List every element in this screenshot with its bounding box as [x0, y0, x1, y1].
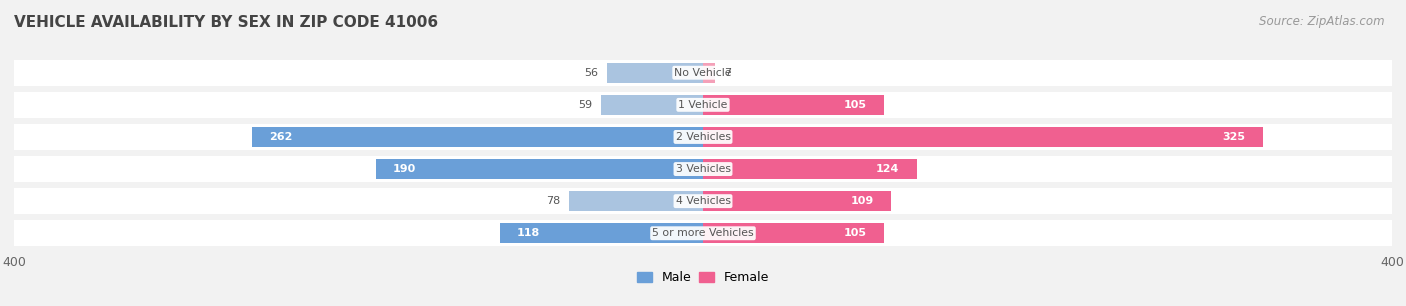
Text: 7: 7: [724, 68, 731, 78]
Bar: [14, 60, 1392, 86]
Text: 124: 124: [876, 164, 900, 174]
Bar: [14, 220, 1392, 246]
Text: 56: 56: [583, 68, 598, 78]
Text: 4 Vehicles: 4 Vehicles: [675, 196, 731, 206]
Bar: [14, 92, 1392, 118]
Text: Source: ZipAtlas.com: Source: ZipAtlas.com: [1260, 15, 1385, 28]
Text: 78: 78: [546, 196, 560, 206]
Text: 1 Vehicle: 1 Vehicle: [678, 100, 728, 110]
Bar: [568, 191, 703, 211]
Bar: [606, 63, 703, 83]
Bar: [703, 127, 1263, 147]
Bar: [703, 159, 917, 179]
Text: VEHICLE AVAILABILITY BY SEX IN ZIP CODE 41006: VEHICLE AVAILABILITY BY SEX IN ZIP CODE …: [14, 15, 439, 30]
Text: 325: 325: [1223, 132, 1246, 142]
Bar: [703, 95, 884, 115]
Bar: [602, 95, 703, 115]
Text: 105: 105: [844, 228, 866, 238]
Bar: [14, 188, 1392, 214]
Bar: [703, 191, 891, 211]
Bar: [703, 223, 884, 243]
Text: 190: 190: [392, 164, 416, 174]
Bar: [499, 223, 703, 243]
Text: 262: 262: [269, 132, 292, 142]
Text: No Vehicle: No Vehicle: [675, 68, 731, 78]
Bar: [252, 127, 703, 147]
Bar: [375, 159, 703, 179]
Bar: [703, 63, 716, 83]
Bar: [14, 156, 1392, 182]
Text: 2 Vehicles: 2 Vehicles: [675, 132, 731, 142]
Text: 5 or more Vehicles: 5 or more Vehicles: [652, 228, 754, 238]
Text: 105: 105: [844, 100, 866, 110]
Bar: [14, 124, 1392, 150]
Text: 59: 59: [579, 100, 593, 110]
Text: 118: 118: [517, 228, 540, 238]
Legend: Male, Female: Male, Female: [633, 267, 773, 288]
Text: 109: 109: [851, 196, 873, 206]
Text: 3 Vehicles: 3 Vehicles: [675, 164, 731, 174]
